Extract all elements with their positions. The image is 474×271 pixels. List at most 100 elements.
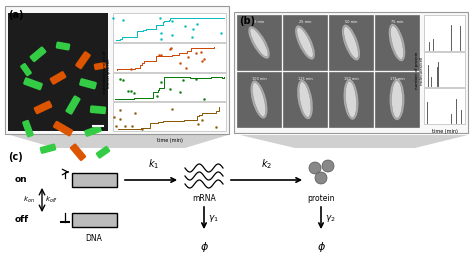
- FancyBboxPatch shape: [234, 12, 468, 133]
- Point: [188, 35, 195, 40]
- Ellipse shape: [344, 79, 358, 120]
- Point: [193, 22, 201, 26]
- FancyBboxPatch shape: [329, 15, 373, 70]
- Text: 75 min: 75 min: [391, 20, 403, 24]
- Ellipse shape: [346, 81, 356, 118]
- FancyBboxPatch shape: [5, 6, 229, 134]
- FancyBboxPatch shape: [65, 95, 81, 115]
- Point: [157, 37, 164, 41]
- Point: [157, 80, 165, 84]
- FancyBboxPatch shape: [20, 63, 32, 76]
- FancyBboxPatch shape: [375, 15, 419, 70]
- Point: [199, 117, 206, 122]
- Point: [116, 77, 124, 81]
- Point: [168, 33, 176, 37]
- Text: estimated number of
transcripts/cell: estimated number of transcripts/cell: [103, 51, 111, 94]
- Text: time (min): time (min): [431, 129, 457, 134]
- Text: 100 min: 100 min: [252, 77, 266, 81]
- FancyBboxPatch shape: [237, 72, 281, 127]
- Ellipse shape: [297, 27, 313, 58]
- FancyBboxPatch shape: [79, 78, 97, 89]
- Point: [128, 124, 136, 128]
- Point: [157, 53, 165, 57]
- Text: 150 min: 150 min: [344, 77, 358, 81]
- Text: on: on: [15, 176, 27, 185]
- Text: time (min): time (min): [156, 138, 182, 143]
- Point: [195, 122, 202, 127]
- FancyBboxPatch shape: [8, 13, 108, 131]
- Circle shape: [309, 162, 321, 174]
- Ellipse shape: [250, 28, 268, 57]
- Ellipse shape: [391, 26, 403, 59]
- FancyBboxPatch shape: [113, 43, 226, 72]
- Point: [200, 57, 208, 62]
- Text: $k_{on}$: $k_{on}$: [23, 195, 35, 205]
- Point: [155, 53, 163, 58]
- Text: $k_2$: $k_2$: [261, 157, 272, 171]
- FancyBboxPatch shape: [23, 77, 43, 90]
- Point: [110, 115, 118, 120]
- Point: [184, 55, 192, 59]
- Point: [157, 31, 165, 35]
- FancyBboxPatch shape: [90, 105, 106, 114]
- Point: [198, 59, 206, 63]
- Point: [156, 15, 164, 20]
- Point: [117, 108, 124, 112]
- FancyBboxPatch shape: [50, 71, 66, 85]
- FancyBboxPatch shape: [75, 51, 91, 69]
- Ellipse shape: [252, 82, 265, 117]
- Ellipse shape: [299, 82, 311, 117]
- Point: [131, 111, 139, 115]
- Point: [192, 76, 200, 81]
- FancyBboxPatch shape: [53, 121, 73, 137]
- FancyBboxPatch shape: [72, 173, 117, 187]
- Ellipse shape: [344, 27, 358, 59]
- Text: (b): (b): [239, 16, 255, 26]
- Point: [181, 24, 189, 28]
- Text: 175 min: 175 min: [390, 77, 404, 81]
- Point: [217, 31, 225, 35]
- FancyBboxPatch shape: [424, 88, 465, 124]
- Text: 125 min: 125 min: [298, 77, 312, 81]
- Point: [168, 107, 176, 111]
- FancyBboxPatch shape: [113, 13, 226, 42]
- Text: $k_{off}$: $k_{off}$: [45, 195, 58, 205]
- Point: [119, 78, 127, 82]
- FancyBboxPatch shape: [113, 73, 226, 101]
- Text: off: off: [15, 215, 29, 224]
- FancyBboxPatch shape: [424, 15, 465, 51]
- Text: $k_1$: $k_1$: [148, 157, 159, 171]
- Ellipse shape: [392, 81, 402, 118]
- FancyBboxPatch shape: [70, 143, 86, 161]
- Point: [166, 47, 173, 51]
- Point: [200, 97, 208, 102]
- FancyBboxPatch shape: [283, 15, 327, 70]
- Text: 50 min: 50 min: [345, 20, 357, 24]
- Ellipse shape: [297, 80, 313, 119]
- Text: 0 min: 0 min: [254, 20, 264, 24]
- Point: [176, 61, 184, 65]
- Point: [167, 46, 175, 50]
- Polygon shape: [10, 135, 228, 148]
- Point: [109, 16, 117, 20]
- FancyBboxPatch shape: [56, 41, 70, 51]
- Point: [128, 88, 135, 93]
- FancyBboxPatch shape: [40, 143, 56, 154]
- Point: [176, 90, 184, 94]
- Point: [166, 87, 173, 91]
- Text: $\gamma_2$: $\gamma_2$: [325, 212, 336, 224]
- Circle shape: [322, 160, 334, 172]
- Text: $\phi$: $\phi$: [200, 240, 209, 254]
- FancyBboxPatch shape: [72, 213, 117, 227]
- Ellipse shape: [342, 25, 360, 60]
- Text: $\gamma_1$: $\gamma_1$: [208, 212, 219, 224]
- FancyBboxPatch shape: [237, 15, 281, 70]
- FancyBboxPatch shape: [22, 120, 34, 137]
- Point: [127, 67, 135, 71]
- Text: (a): (a): [8, 10, 24, 20]
- Point: [192, 51, 200, 56]
- Point: [116, 117, 123, 122]
- Point: [154, 94, 161, 98]
- Text: number of protein
molecules/cell: number of protein molecules/cell: [415, 51, 423, 89]
- Text: (c): (c): [8, 152, 23, 162]
